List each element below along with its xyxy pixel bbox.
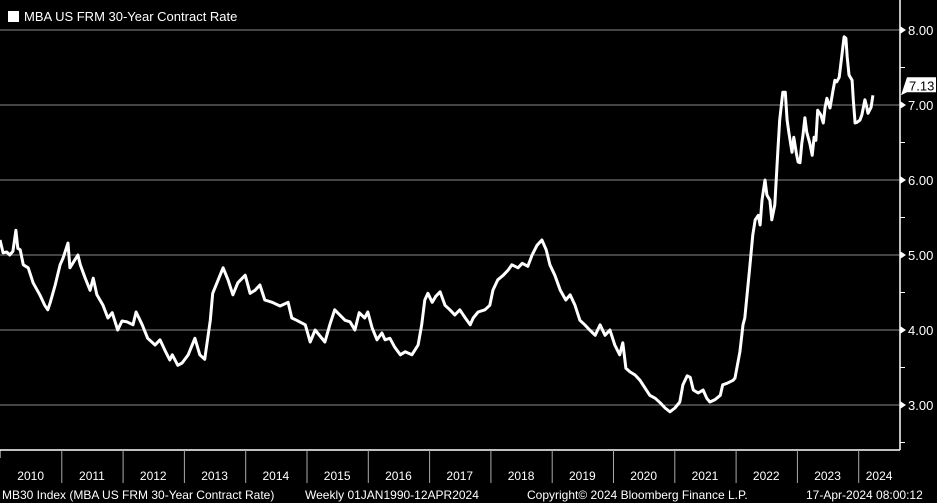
x-tick-label: 2023 [814, 469, 841, 483]
x-tick-label: 2019 [569, 469, 596, 483]
series-group [0, 35, 875, 414]
legend-label: MBA US FRM 30-Year Contract Rate [24, 9, 238, 24]
x-tick-label: 2018 [508, 469, 535, 483]
x-tick-label: 2020 [630, 469, 657, 483]
tick-labels: 3.00 4.00 5.00 6.00 7.00 8.00 2010 2011 2012 2013… [17, 23, 936, 483]
last-value-tag [901, 77, 936, 96]
y-tick-marker [900, 251, 906, 259]
footer-ticker: MB30 Index (MBA US FRM 30-Year Contract … [2, 488, 275, 502]
x-tick-label: 2011 [79, 469, 105, 483]
x-tick-label: 2015 [324, 469, 351, 483]
y-tick-marker [900, 326, 906, 334]
y-tick-label: 7.00 [908, 98, 933, 113]
series-line [0, 35, 875, 414]
x-tick-label: 2024 [866, 469, 893, 483]
x-tick-label: 2022 [753, 469, 780, 483]
y-tick-marker [900, 176, 906, 184]
footer-timestamp: 17-Apr-2024 08:00:12 [806, 488, 923, 502]
y-tick-label: 3.00 [908, 398, 933, 413]
x-tick-label: 2010 [17, 469, 44, 483]
x-tick-label: 2013 [201, 469, 228, 483]
axes [0, 0, 906, 483]
footer-frequency: Weekly 01JAN1990-12APR2024 [305, 488, 479, 502]
y-tick-label: 5.00 [908, 248, 933, 263]
footer-copyright: Copyright© 2024 Bloomberg Finance L.P. [527, 488, 748, 502]
x-tick-label: 2021 [692, 469, 719, 483]
y-tick-label: 6.00 [908, 173, 933, 188]
x-tick-label: 2014 [262, 469, 289, 483]
gridlines [0, 29, 900, 406]
y-tick-marker [900, 401, 906, 409]
x-tick-label: 2016 [385, 469, 412, 483]
y-tick-marker [900, 101, 906, 109]
chart-legend: MBA US FRM 30-Year Contract Rate [8, 9, 237, 24]
x-tick-label: 2017 [446, 469, 473, 483]
y-tick-label: 4.00 [908, 323, 933, 338]
x-tick-label: 2012 [140, 469, 167, 483]
legend-swatch [8, 11, 19, 22]
y-tick-label: 8.00 [908, 23, 933, 38]
last-value-label: 7.13 [909, 78, 934, 93]
y-tick-marker [900, 26, 906, 34]
